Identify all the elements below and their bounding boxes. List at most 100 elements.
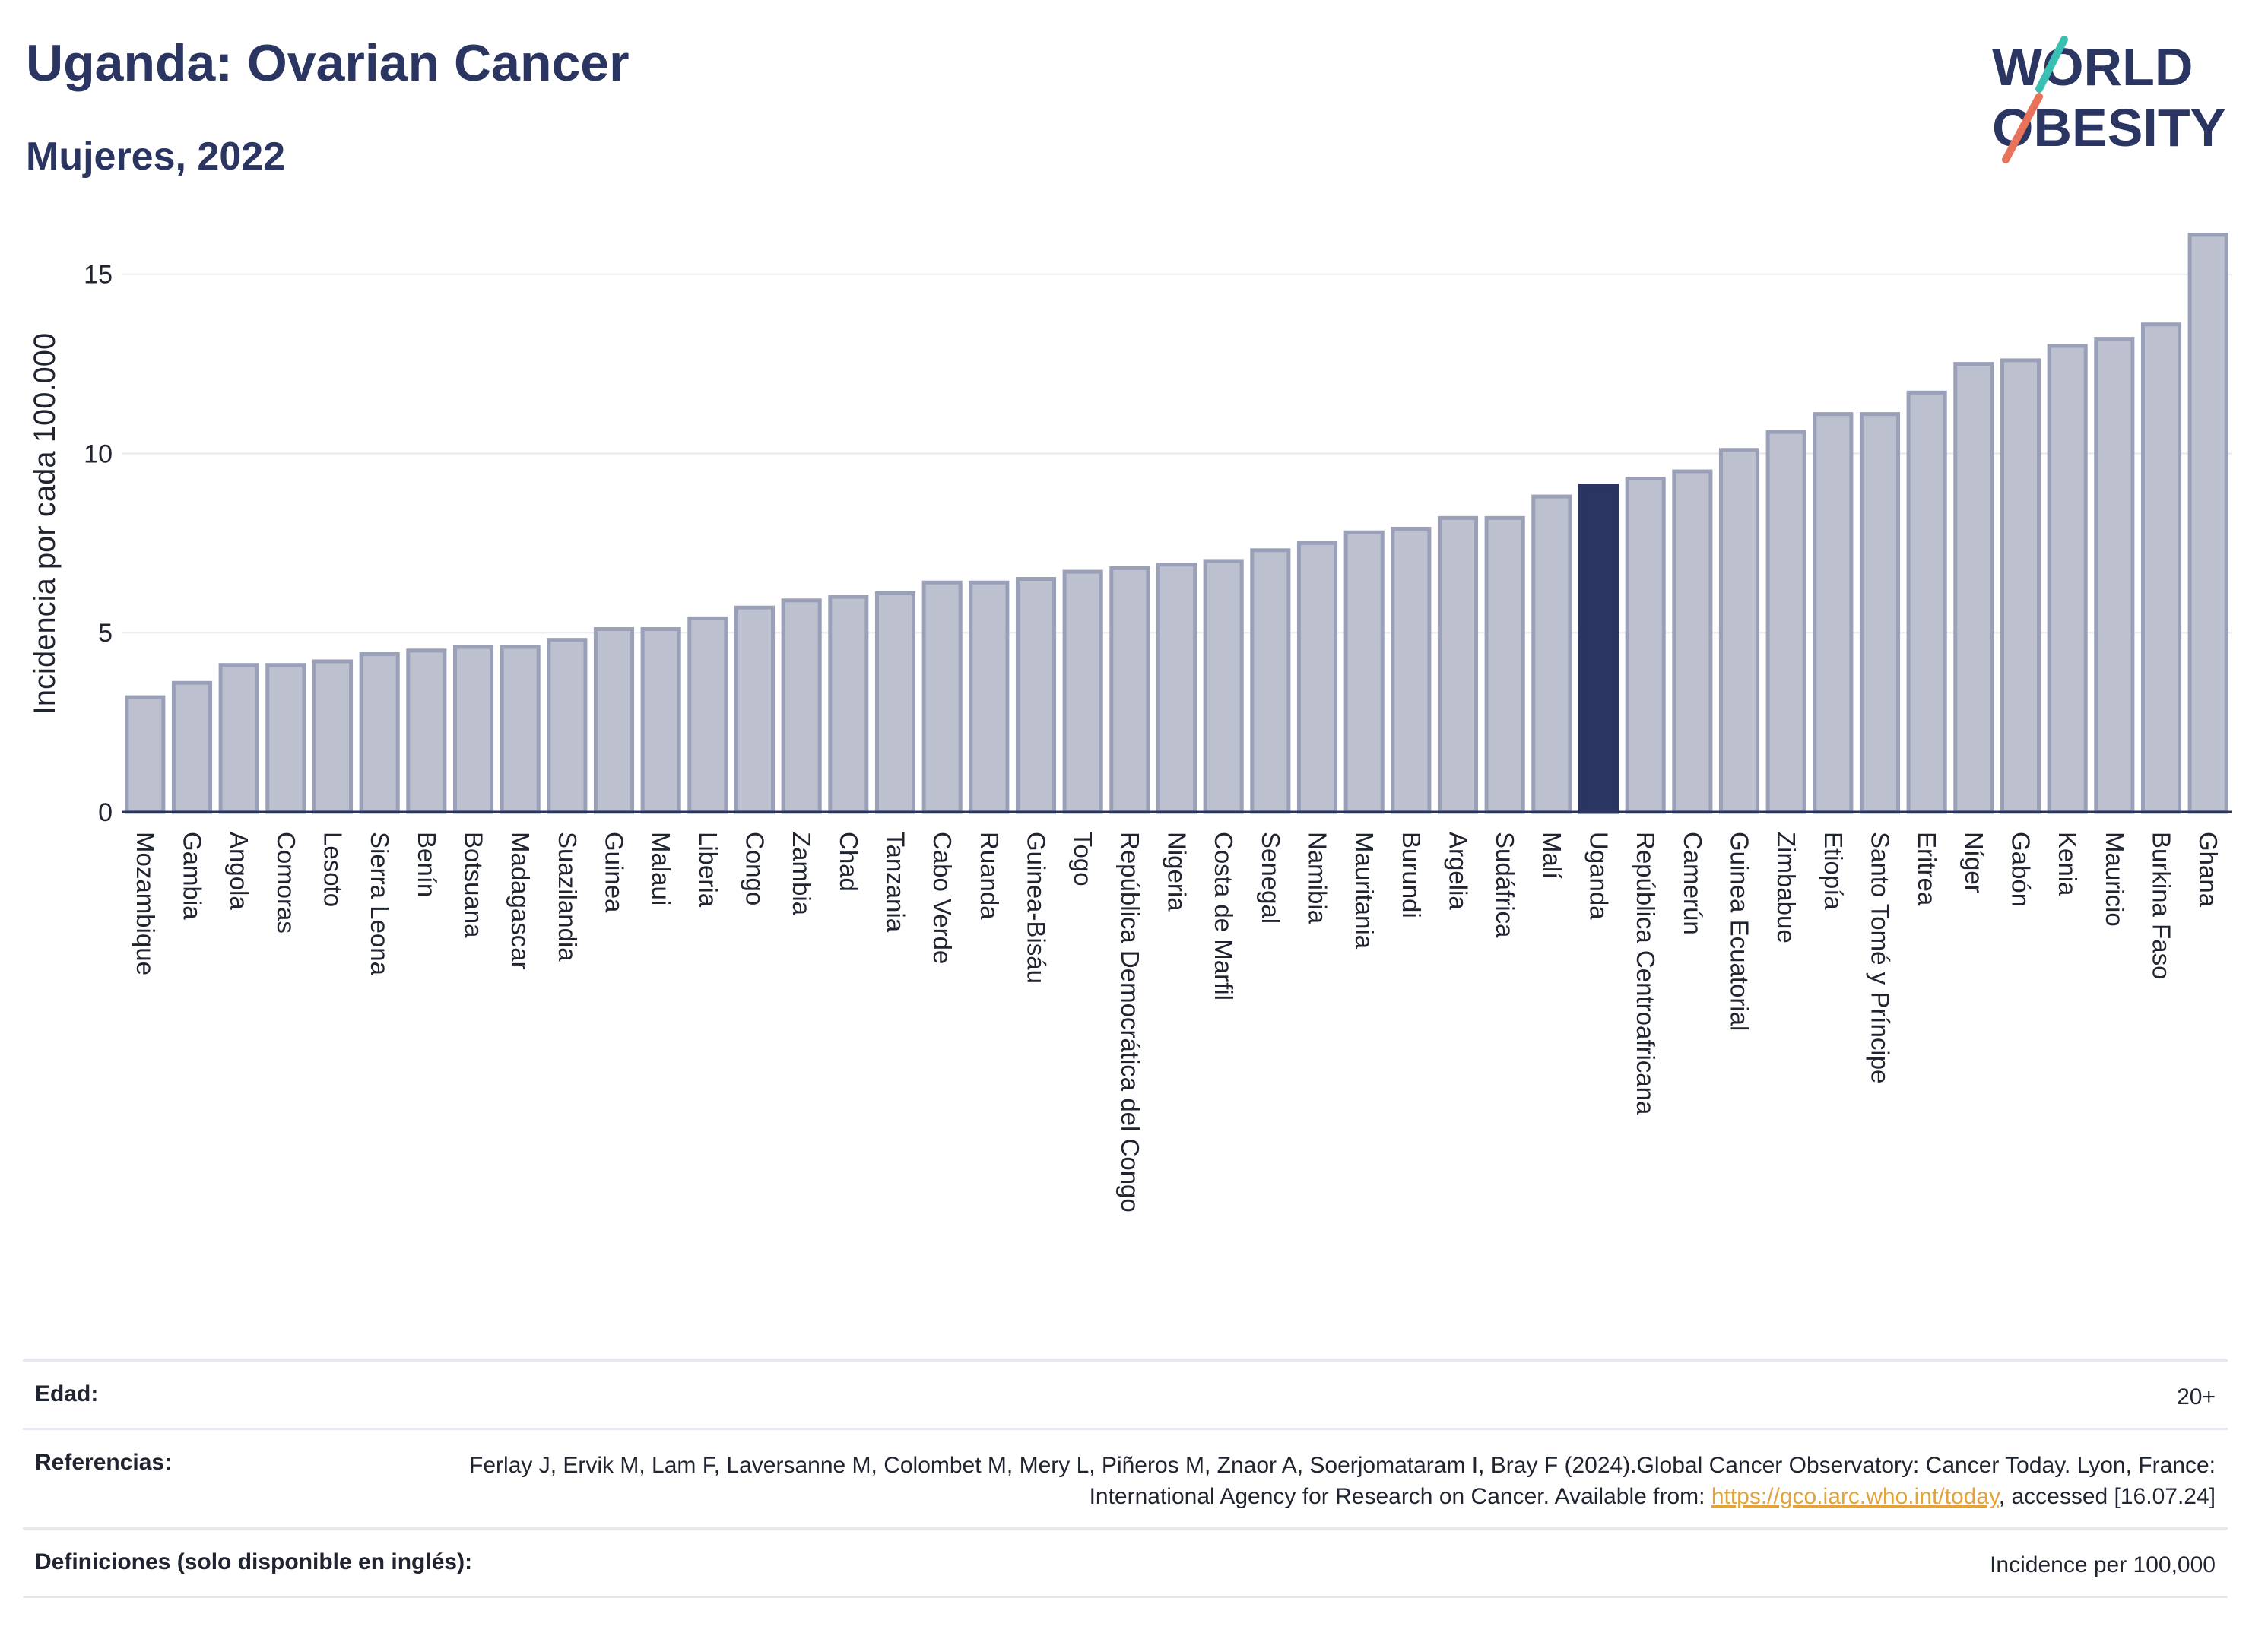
x-tick-label: Mauritania xyxy=(1350,832,1378,950)
references-link[interactable]: https://gco.iarc.who.int/today xyxy=(1711,1484,1999,1509)
bar xyxy=(1343,530,1385,814)
references-label: Referencias: xyxy=(35,1450,173,1475)
x-tick-label: Zambia xyxy=(788,832,816,916)
footer-table: Edad: 20+ Referencias: Ferlay J, Ervik M… xyxy=(23,1359,2228,1598)
bar xyxy=(2047,344,2088,814)
bar xyxy=(406,648,447,814)
bar xyxy=(969,580,1010,814)
x-tick-label: Botsuana xyxy=(460,832,488,938)
x-tick-label: Benín xyxy=(413,832,441,897)
x-tick-label: Guinea Ecuatorial xyxy=(1726,832,1754,1031)
x-tick-label: Angola xyxy=(225,832,253,910)
bar xyxy=(1672,469,1713,814)
x-tick-label: Chad xyxy=(835,832,863,892)
x-tick-label: Togo xyxy=(1069,832,1097,886)
bar xyxy=(2140,322,2182,814)
x-tick-label: Nigeria xyxy=(1163,832,1191,912)
y-tick-label: 15 xyxy=(84,261,113,290)
y-axis-ticks: 0 5 10 15 xyxy=(84,261,113,827)
bar xyxy=(2000,358,2041,814)
bar xyxy=(1156,563,1197,814)
x-tick-label: Comoras xyxy=(272,832,300,934)
x-tick-label: República Democrática del Congo xyxy=(1116,832,1144,1213)
x-tick-label: Suazilandia xyxy=(554,832,582,962)
y-tick-label: 5 xyxy=(98,619,113,648)
x-tick-label: Uganda xyxy=(1585,832,1613,920)
page-subtitle: Mujeres, 2022 xyxy=(26,135,286,179)
x-tick-label: Mauricio xyxy=(2101,832,2129,927)
x-tick-label: Senegal xyxy=(1257,832,1285,924)
bar xyxy=(1906,390,1947,814)
bar xyxy=(171,680,213,814)
bar xyxy=(547,638,588,814)
bar xyxy=(874,591,916,814)
x-tick-label: Tanzania xyxy=(882,832,910,933)
x-tick-label: Malí xyxy=(1538,832,1566,879)
x-tick-label: Gabón xyxy=(2007,832,2035,907)
bar xyxy=(1718,448,1760,814)
bar xyxy=(687,616,728,814)
x-tick-label: Namibia xyxy=(1304,832,1332,924)
x-tick-label: Sierra Leona xyxy=(366,832,394,976)
x-tick-label: Etiopía xyxy=(1819,832,1848,910)
bar xyxy=(1391,527,1432,814)
bar xyxy=(1250,548,1291,814)
y-axis-title: Incidencia por cada 100.000 xyxy=(28,333,62,715)
age-label: Edad: xyxy=(35,1381,99,1406)
x-tick-label: Gambia xyxy=(179,832,207,920)
bar xyxy=(640,627,681,814)
x-tick-label: Santo Tomé y Príncipe xyxy=(1867,832,1895,1083)
x-tick-label: Lesoto xyxy=(319,832,347,907)
bar xyxy=(1203,559,1244,814)
x-axis-labels: Mozambique Gambia Angola Comoras Lesoto Sierr… xyxy=(132,832,2222,1213)
x-tick-label: Madagascar xyxy=(506,832,534,970)
x-tick-label: Burkina Faso xyxy=(2148,832,2176,979)
x-tick-label: Mozambique xyxy=(132,832,160,975)
x-tick-label: Níger xyxy=(1960,832,1988,893)
bar xyxy=(734,605,776,814)
x-tick-label: Ghana xyxy=(2194,832,2222,908)
x-tick-label: Zimbabue xyxy=(1772,832,1800,943)
y-tick-label: 10 xyxy=(84,439,113,468)
x-tick-label: Kenia xyxy=(2054,832,2082,896)
logo-slash-teal xyxy=(2035,36,2068,93)
x-tick-label: Liberia xyxy=(694,832,722,908)
bar xyxy=(921,580,963,814)
references-value: Ferlay J, Ervik M, Lam F, Laversanne M, … xyxy=(467,1450,2216,1512)
bar-highlight xyxy=(1578,484,1619,814)
x-tick-label: Argelia xyxy=(1445,832,1473,910)
bar xyxy=(500,645,541,814)
bar xyxy=(125,695,166,814)
bar xyxy=(1484,515,1525,814)
x-tick-label: Camerún xyxy=(1679,832,1707,935)
world-obesity-logo: WORLD OBESITY xyxy=(1992,36,2225,163)
bar xyxy=(1062,569,1103,814)
footer-row-references: Referencias: Ferlay J, Ervik M, Lam F, L… xyxy=(23,1428,2228,1527)
x-tick-label: Costa de Marfil xyxy=(1210,832,1238,1000)
bar xyxy=(781,598,822,814)
bar xyxy=(1859,412,1901,814)
y-tick-label: 0 xyxy=(98,798,113,827)
bars xyxy=(125,233,2228,814)
x-tick-label: Guinea xyxy=(601,832,629,913)
bar xyxy=(1625,476,1666,814)
x-tick-label: Sudáfrica xyxy=(1491,832,1519,938)
bar xyxy=(593,627,635,814)
bar xyxy=(265,663,306,814)
bar xyxy=(1296,541,1338,814)
x-tick-label: Ruanda xyxy=(975,832,1004,920)
footer-row-age: Edad: 20+ xyxy=(23,1359,2228,1428)
x-tick-label: Eritrea xyxy=(1913,832,1941,906)
references-text-1: Ferlay J, Ervik M, Lam F, Laversanne M, … xyxy=(469,1453,2216,1509)
logo-line-1: WORLD xyxy=(1992,37,2193,97)
bar xyxy=(452,645,494,814)
bar xyxy=(1109,566,1150,814)
bar xyxy=(312,659,354,814)
bar xyxy=(828,595,869,814)
bar xyxy=(1531,494,1572,814)
definitions-value: Incidence per 100,000 xyxy=(1990,1552,2216,1577)
bar xyxy=(1765,430,1806,814)
bar-chart: 0 5 10 15 Mozambique Gambia Angola Comoras Leso… xyxy=(28,233,2232,1213)
x-tick-label: Guinea-Bisáu xyxy=(1023,832,1051,984)
bar xyxy=(1015,577,1057,814)
